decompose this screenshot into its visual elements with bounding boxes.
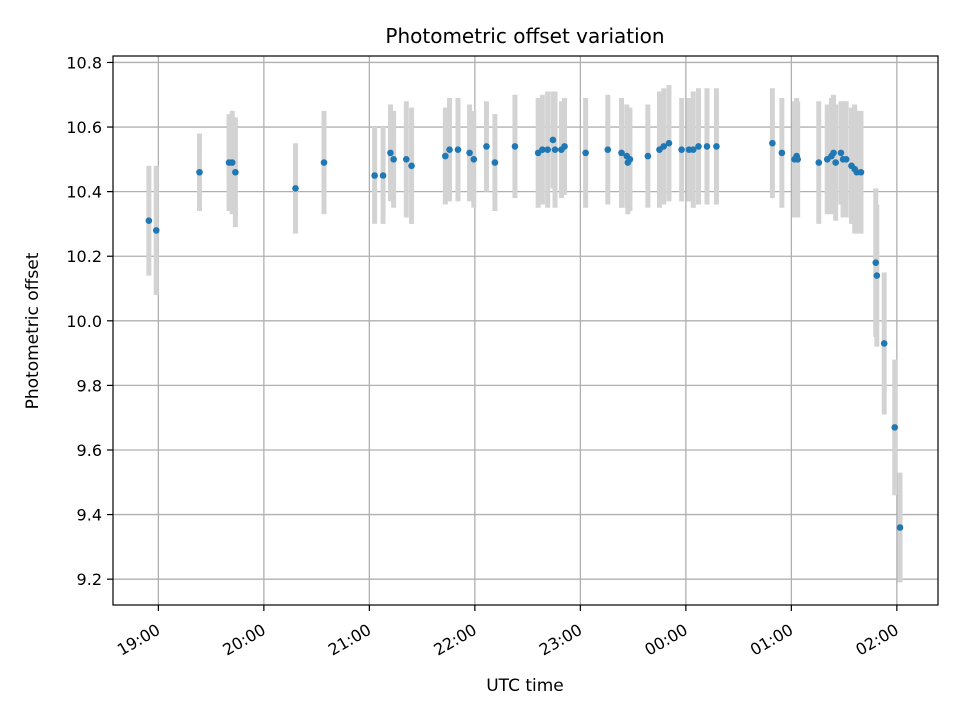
x-axis-title: UTC time	[486, 676, 564, 696]
data-point	[678, 146, 685, 153]
x-tick-label: 19:00	[114, 620, 163, 660]
y-tick-label: 10.8	[66, 53, 102, 72]
x-tick-label: 21:00	[325, 620, 374, 660]
data-point	[582, 149, 589, 157]
data-point	[830, 149, 837, 157]
data-point	[896, 524, 904, 531]
y-tick-label: 10.0	[66, 312, 102, 331]
errorbar-layer	[146, 85, 903, 583]
y-tick-label: 9.6	[77, 441, 102, 460]
data-point	[292, 185, 299, 192]
x-tick-label: 20:00	[219, 620, 268, 660]
data-point	[491, 159, 499, 166]
y-tick-label: 9.8	[77, 376, 102, 395]
data-point	[390, 156, 397, 163]
chart-title: Photometric offset variation	[385, 24, 664, 48]
point-layer	[145, 136, 904, 531]
data-point	[228, 159, 236, 166]
data-point	[872, 259, 880, 266]
data-point	[644, 152, 652, 160]
data-point	[454, 146, 462, 153]
plot-frame	[112, 55, 939, 606]
data-point	[320, 159, 328, 166]
data-point	[442, 152, 449, 160]
data-point	[713, 143, 720, 150]
data-point	[549, 136, 557, 144]
data-point	[470, 156, 478, 163]
data-point	[446, 146, 453, 153]
data-point	[815, 159, 823, 166]
data-point	[604, 146, 612, 153]
data-point	[371, 172, 378, 179]
data-point	[832, 159, 839, 166]
y-tick-label: 9.2	[77, 570, 102, 589]
data-point	[544, 146, 551, 153]
data-point	[660, 143, 668, 150]
x-tick-label: 22:00	[430, 620, 479, 660]
data-point	[232, 168, 239, 176]
data-point	[387, 149, 394, 157]
data-point	[152, 227, 160, 234]
y-tick-label: 10.6	[66, 118, 102, 137]
x-tick-label: 00:00	[641, 620, 690, 660]
data-point	[551, 146, 559, 153]
data-point	[561, 143, 568, 150]
y-axis-title: Photometric offset	[23, 252, 43, 409]
x-tick-label: 02:00	[852, 620, 901, 660]
data-point	[842, 156, 850, 163]
data-point	[778, 149, 786, 157]
data-point	[794, 156, 801, 163]
data-point	[891, 424, 899, 431]
data-point	[689, 146, 697, 153]
data-point	[873, 272, 881, 279]
data-point	[511, 143, 519, 150]
data-point	[402, 156, 410, 163]
y-tick-label: 9.4	[77, 506, 102, 525]
y-tick-label: 10.4	[66, 183, 102, 202]
y-tick-label: 10.2	[66, 247, 102, 266]
data-point	[769, 139, 776, 147]
x-tick-label: 23:00	[536, 620, 585, 660]
data-point	[665, 139, 673, 147]
data-point	[695, 143, 702, 150]
data-point	[408, 162, 415, 170]
data-point	[145, 217, 153, 224]
data-point	[626, 156, 634, 163]
data-point	[379, 172, 387, 179]
grid-layer	[113, 56, 938, 605]
data-point	[618, 149, 625, 157]
data-point	[483, 143, 490, 150]
data-point	[857, 168, 865, 176]
data-point	[539, 146, 546, 153]
data-point	[837, 149, 845, 157]
data-point	[880, 340, 888, 347]
data-point	[466, 149, 473, 157]
data-point	[196, 168, 203, 176]
data-point	[703, 143, 711, 150]
x-tick-label: 01:00	[747, 620, 796, 660]
